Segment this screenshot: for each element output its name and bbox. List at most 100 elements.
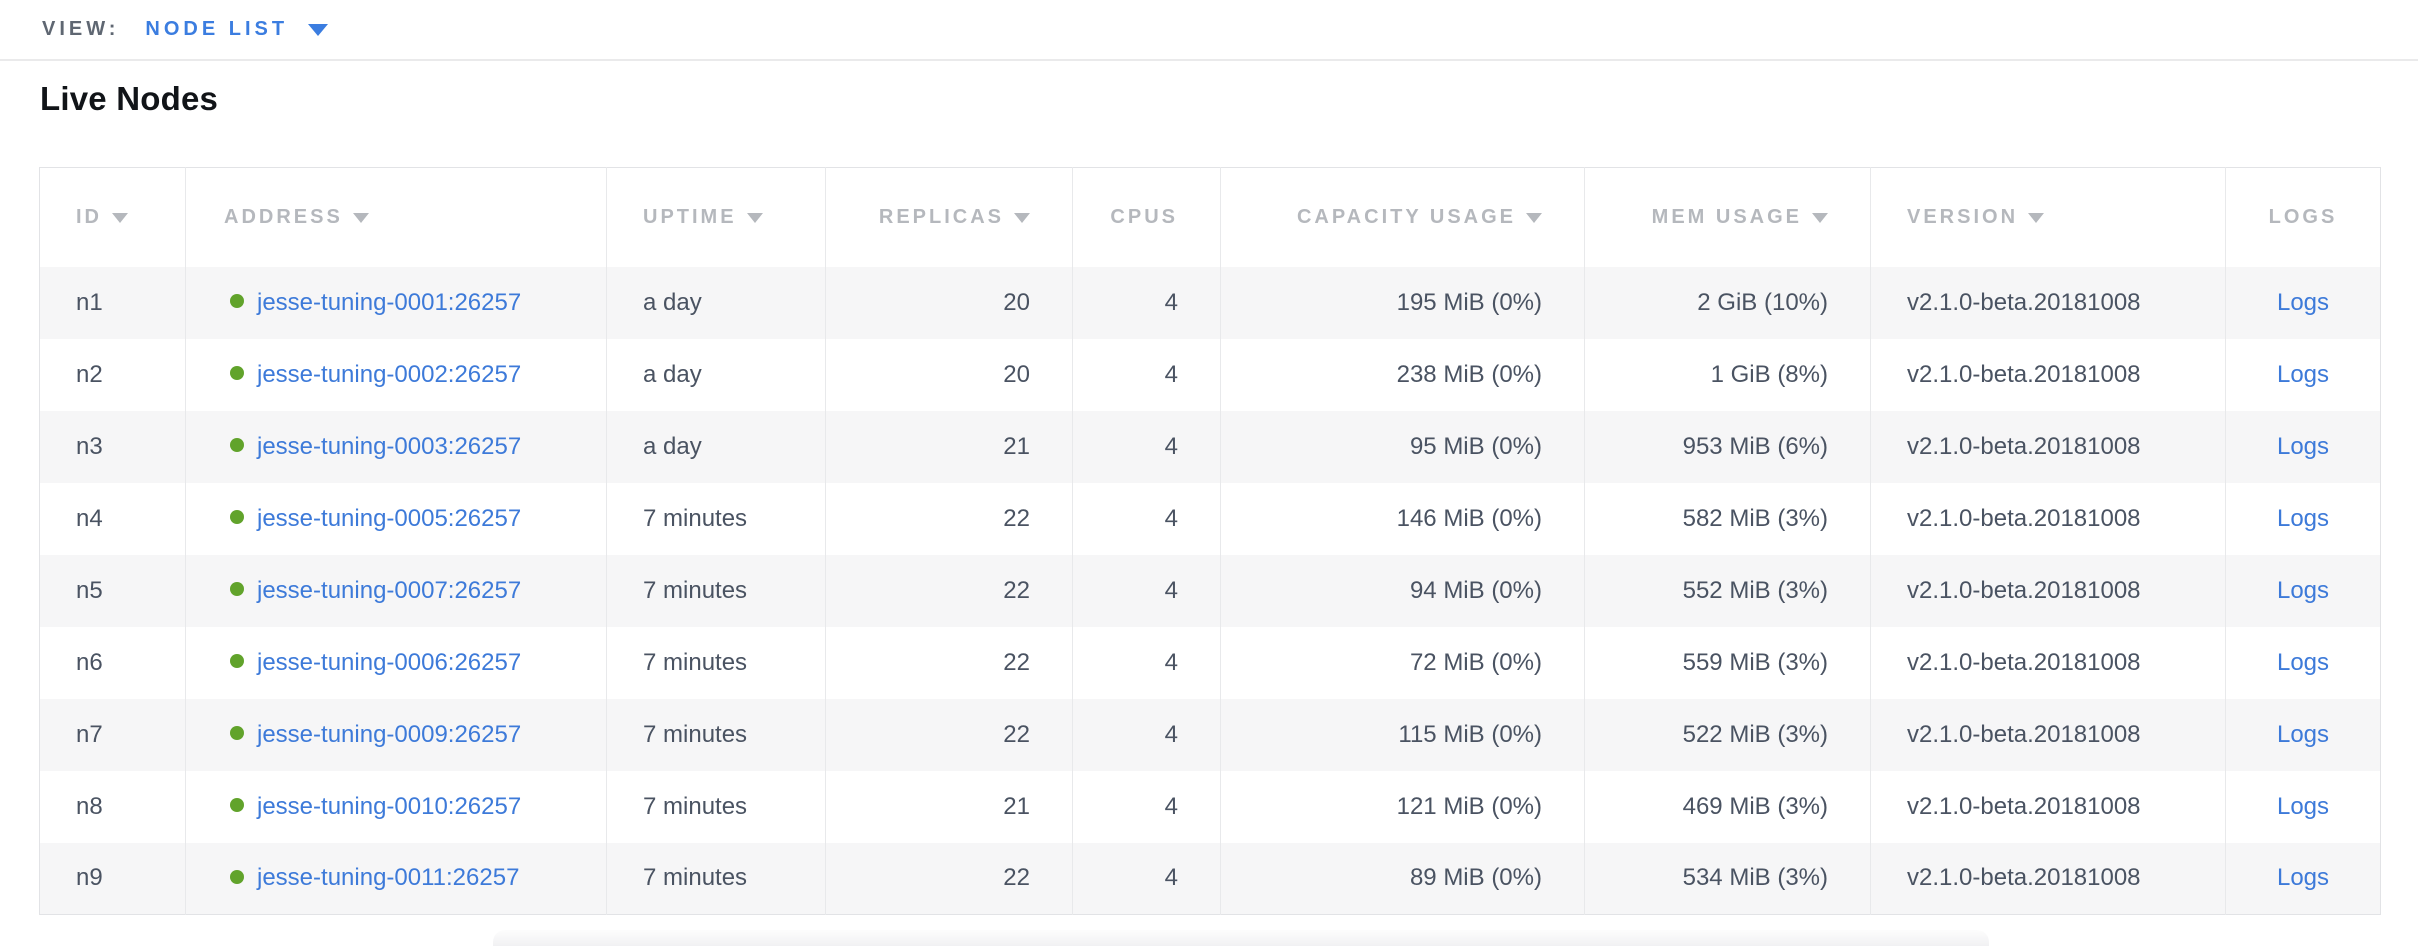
cell-node-id: n9 bbox=[76, 864, 103, 892]
node-address-link[interactable]: jesse-tuning-0011:26257 bbox=[257, 864, 520, 892]
cell-version: v2.1.0-beta.20181008 bbox=[1870, 410, 2226, 483]
column-header-uptime[interactable]: UPTIME bbox=[606, 167, 826, 267]
cell-replicas: 22 bbox=[825, 698, 1073, 771]
cell-cpus: 4 bbox=[1072, 338, 1221, 411]
logs-link[interactable]: Logs bbox=[2276, 504, 2330, 532]
column-header-id[interactable]: ID bbox=[39, 167, 186, 267]
column-header-capacity-usage[interactable]: CAPACITY USAGE bbox=[1220, 167, 1585, 267]
cell-cpus: 4 bbox=[1072, 698, 1221, 771]
logs-link[interactable]: Logs bbox=[2276, 576, 2330, 604]
cell-capacity-usage: 146 MiB (0%) bbox=[1220, 482, 1585, 555]
table-row: n8 jesse-tuning-0010:26257 7 minutes 21 … bbox=[39, 770, 2381, 843]
chevron-down-icon bbox=[308, 23, 329, 36]
sort-desc-icon bbox=[1812, 212, 1828, 223]
live-status-icon bbox=[230, 510, 244, 525]
live-status-icon bbox=[230, 582, 244, 597]
logs-link[interactable]: Logs bbox=[2276, 864, 2330, 892]
table-header-row: ID ADDRESS UPTIME REPLICAS CPUS CAPACITY… bbox=[39, 167, 2381, 267]
sort-desc-icon bbox=[746, 212, 763, 223]
node-address-link[interactable]: jesse-tuning-0005:26257 bbox=[257, 504, 522, 532]
cell-capacity-usage: 121 MiB (0%) bbox=[1220, 770, 1585, 843]
live-status-icon bbox=[230, 366, 244, 381]
column-header-address[interactable]: ADDRESS bbox=[185, 167, 607, 267]
node-address-link[interactable]: jesse-tuning-0009:26257 bbox=[257, 720, 522, 748]
view-bar: VIEW: NODE LIST bbox=[0, 0, 2418, 61]
logs-link[interactable]: Logs bbox=[2276, 432, 2330, 460]
node-address-link[interactable]: jesse-tuning-0002:26257 bbox=[257, 360, 522, 388]
cell-capacity-usage: 72 MiB (0%) bbox=[1220, 626, 1585, 699]
cell-address: jesse-tuning-0006:26257 bbox=[185, 626, 607, 699]
cell-logs: Logs bbox=[2225, 266, 2381, 339]
sort-desc-icon bbox=[1526, 212, 1542, 223]
cell-replicas: 21 bbox=[825, 770, 1073, 843]
cell-cpus: 4 bbox=[1072, 482, 1221, 555]
cell-address: jesse-tuning-0002:26257 bbox=[185, 338, 607, 411]
column-header-mem-usage[interactable]: MEM USAGE bbox=[1584, 167, 1871, 267]
cell-version: v2.1.0-beta.20181008 bbox=[1870, 482, 2226, 555]
cell-mem-usage: 559 MiB (3%) bbox=[1584, 626, 1871, 699]
view-dropdown[interactable]: NODE LIST bbox=[145, 18, 329, 41]
page-title: Live Nodes bbox=[40, 80, 219, 117]
cell-mem-usage: 1 GiB (8%) bbox=[1584, 338, 1871, 411]
cell-capacity-usage: 94 MiB (0%) bbox=[1220, 554, 1585, 627]
logs-link[interactable]: Logs bbox=[2276, 648, 2330, 676]
cell-version: v2.1.0-beta.20181008 bbox=[1870, 554, 2226, 627]
cell-version: v2.1.0-beta.20181008 bbox=[1870, 770, 2226, 843]
node-address-link[interactable]: jesse-tuning-0010:26257 bbox=[257, 792, 522, 820]
cell-cpus: 4 bbox=[1072, 626, 1221, 699]
cell-mem-usage: 582 MiB (3%) bbox=[1584, 482, 1871, 555]
table-row: n6 jesse-tuning-0006:26257 7 minutes 22 … bbox=[39, 626, 2381, 699]
cell-replicas: 21 bbox=[825, 410, 1073, 483]
cell-address: jesse-tuning-0001:26257 bbox=[185, 266, 607, 339]
cell-address: jesse-tuning-0005:26257 bbox=[185, 482, 607, 555]
live-nodes-table: ID ADDRESS UPTIME REPLICAS CPUS CAPACITY… bbox=[39, 167, 2381, 915]
cell-uptime: a day bbox=[606, 266, 826, 339]
logs-link[interactable]: Logs bbox=[2276, 792, 2330, 820]
cell-replicas: 20 bbox=[825, 338, 1073, 411]
cell-node-id: n3 bbox=[76, 432, 103, 460]
cell-replicas: 22 bbox=[825, 626, 1073, 699]
logs-link[interactable]: Logs bbox=[2276, 288, 2330, 316]
cell-capacity-usage: 195 MiB (0%) bbox=[1220, 266, 1585, 339]
live-status-icon bbox=[230, 798, 244, 813]
cell-capacity-usage: 95 MiB (0%) bbox=[1220, 410, 1585, 483]
column-header-version[interactable]: VERSION bbox=[1870, 167, 2226, 267]
cell-uptime: 7 minutes bbox=[606, 698, 826, 771]
node-address-link[interactable]: jesse-tuning-0001:26257 bbox=[257, 288, 522, 316]
cell-address: jesse-tuning-0007:26257 bbox=[185, 554, 607, 627]
sort-desc-icon bbox=[112, 212, 128, 223]
table-row: n7 jesse-tuning-0009:26257 7 minutes 22 … bbox=[39, 698, 2381, 771]
cell-address: jesse-tuning-0003:26257 bbox=[185, 410, 607, 483]
live-status-icon bbox=[230, 869, 244, 884]
cell-logs: Logs bbox=[2225, 482, 2381, 555]
cell-mem-usage: 552 MiB (3%) bbox=[1584, 554, 1871, 627]
sort-desc-icon bbox=[2028, 212, 2045, 223]
cell-cpus: 4 bbox=[1072, 554, 1221, 627]
cell-uptime: 7 minutes bbox=[606, 482, 826, 555]
cell-logs: Logs bbox=[2225, 842, 2381, 915]
next-section-top-edge bbox=[493, 930, 1989, 946]
cell-logs: Logs bbox=[2225, 626, 2381, 699]
view-label: VIEW: bbox=[42, 18, 120, 40]
live-status-icon bbox=[230, 294, 244, 309]
cell-uptime: a day bbox=[606, 338, 826, 411]
cell-node-id: n1 bbox=[76, 288, 103, 316]
view-dropdown-value: NODE LIST bbox=[145, 18, 289, 40]
cell-logs: Logs bbox=[2225, 698, 2381, 771]
logs-link[interactable]: Logs bbox=[2276, 720, 2330, 748]
node-address-link[interactable]: jesse-tuning-0006:26257 bbox=[257, 648, 522, 676]
cell-node-id: n7 bbox=[76, 720, 103, 748]
cell-logs: Logs bbox=[2225, 554, 2381, 627]
logs-link[interactable]: Logs bbox=[2276, 360, 2330, 388]
cell-version: v2.1.0-beta.20181008 bbox=[1870, 338, 2226, 411]
cell-replicas: 22 bbox=[825, 554, 1073, 627]
node-address-link[interactable]: jesse-tuning-0007:26257 bbox=[257, 576, 522, 604]
column-header-replicas[interactable]: REPLICAS bbox=[825, 167, 1073, 267]
cell-uptime: 7 minutes bbox=[606, 626, 826, 699]
cell-replicas: 22 bbox=[825, 482, 1073, 555]
node-address-link[interactable]: jesse-tuning-0003:26257 bbox=[257, 432, 522, 460]
cell-node-id: n8 bbox=[76, 792, 103, 820]
cell-cpus: 4 bbox=[1072, 410, 1221, 483]
sort-desc-icon bbox=[1014, 212, 1030, 223]
cell-mem-usage: 469 MiB (3%) bbox=[1584, 770, 1871, 843]
